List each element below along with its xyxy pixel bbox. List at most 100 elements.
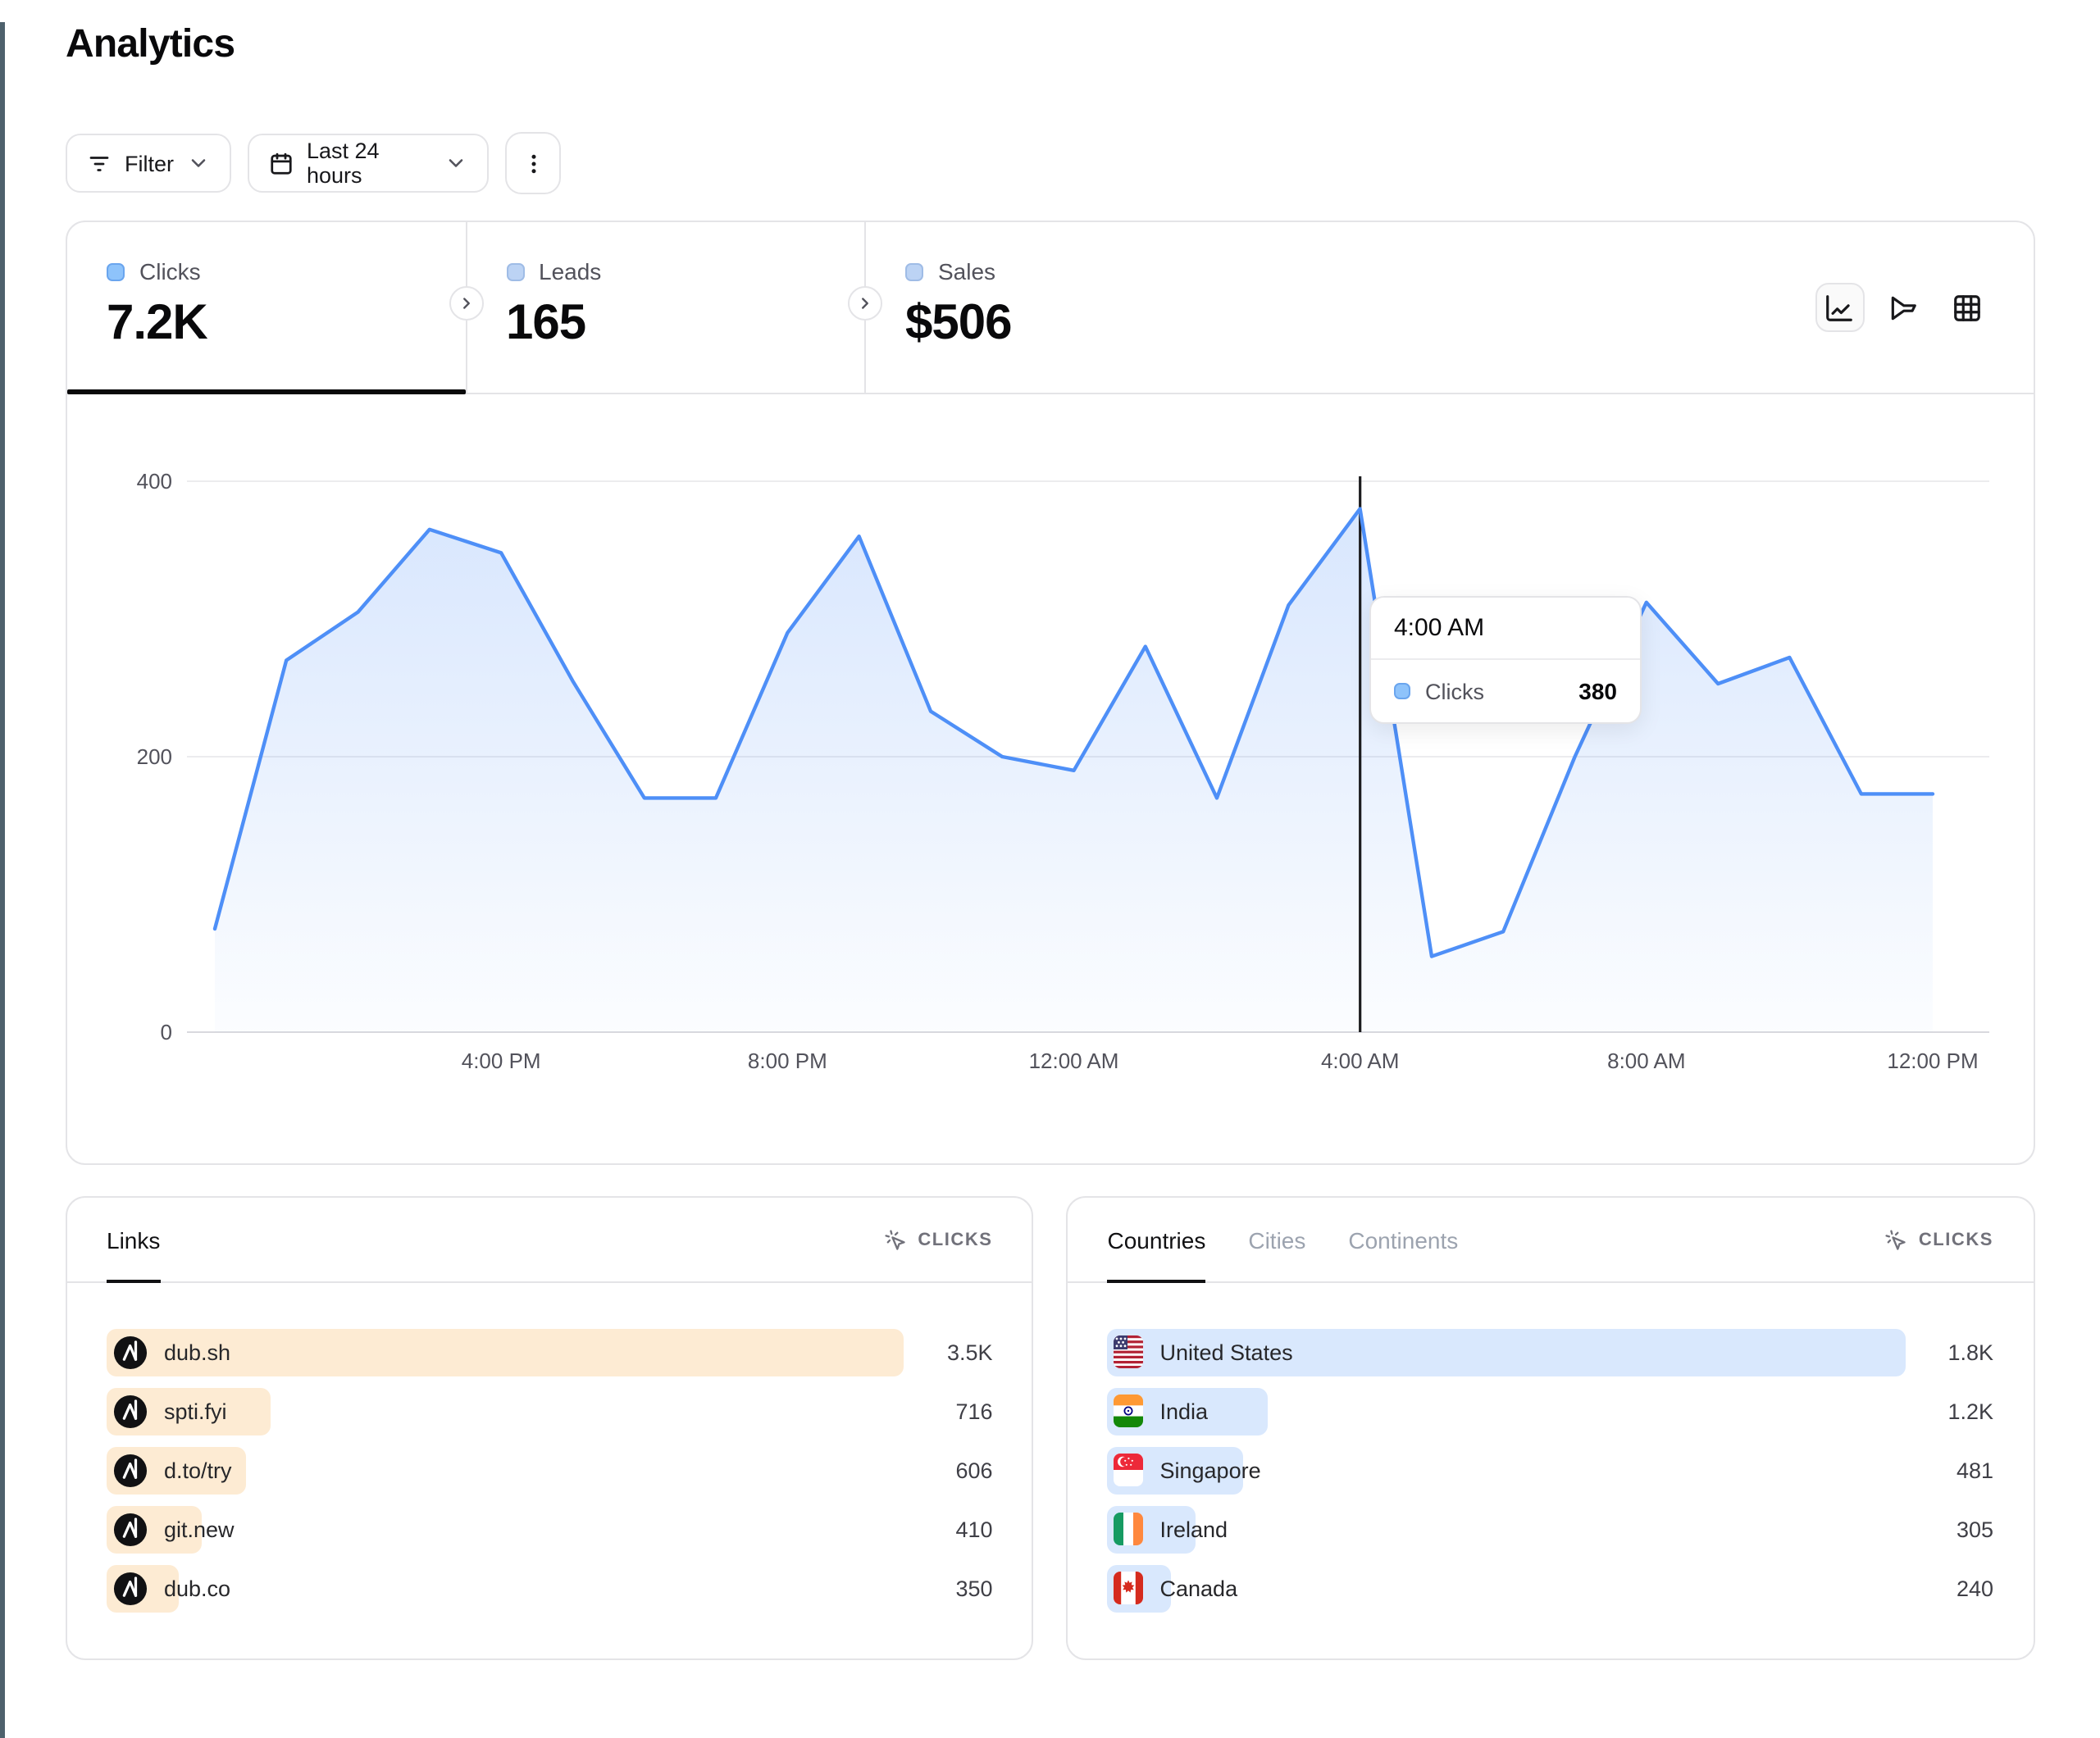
cursor-click-icon	[884, 1229, 905, 1249]
us-flag-icon	[1114, 1335, 1144, 1369]
leads-tab-value: 165	[506, 296, 586, 350]
line-chart-view-button[interactable]	[1815, 283, 1864, 332]
date-range-label: Last 24 hours	[307, 139, 380, 188]
country-row[interactable]: Canada 240	[1107, 1565, 1993, 1612]
tab-links[interactable]: Links	[107, 1198, 160, 1283]
expand-clicks-button[interactable]	[449, 286, 483, 321]
page-title: Analytics	[66, 22, 235, 66]
tab-sales[interactable]: Sales $506	[866, 222, 2033, 393]
analytics-chart-card: Clicks 7.2K Leads 165	[66, 221, 2034, 1165]
svg-text:4:00 PM: 4:00 PM	[462, 1049, 541, 1073]
row-label: git.new	[164, 1517, 235, 1542]
tab-leads[interactable]: Leads 165	[467, 222, 882, 393]
calendar-icon	[269, 151, 294, 175]
filter-button-label: Filter	[125, 151, 174, 175]
links-panel: Links CLICKS dub.sh 3.5K spti.fyi 716 d.to/t…	[66, 1196, 1034, 1659]
tooltip-series-value: 380	[1578, 678, 1617, 704]
chart-view-switcher	[1815, 283, 1992, 332]
svg-text:0: 0	[161, 1020, 172, 1044]
country-row[interactable]: India 1.2K	[1107, 1388, 1993, 1435]
row-label: Singapore	[1159, 1458, 1261, 1483]
row-value: 1.2K	[1947, 1399, 1993, 1424]
dub-logo-icon	[113, 1513, 148, 1546]
svg-text:200: 200	[137, 744, 172, 769]
sales-tab-value: $506	[905, 296, 1012, 350]
links-metric-label: CLICKS	[918, 1230, 993, 1249]
link-row[interactable]: git.new 410	[107, 1506, 993, 1553]
chevron-down-icon	[444, 152, 467, 175]
date-range-button[interactable]: Last 24 hours	[248, 134, 489, 193]
geo-panel: Countries Cities Continents CLICKS Unite…	[1066, 1196, 2034, 1659]
tab-clicks[interactable]: Clicks 7.2K	[67, 222, 483, 394]
svg-text:8:00 PM: 8:00 PM	[748, 1049, 827, 1073]
row-value: 716	[955, 1399, 993, 1424]
ireland-flag-icon	[1114, 1513, 1144, 1546]
country-row[interactable]: Ireland 305	[1107, 1506, 1993, 1553]
clicks-tab-label: Clicks	[139, 258, 201, 284]
svg-text:12:00 PM: 12:00 PM	[1887, 1049, 1978, 1073]
row-label: Canada	[1159, 1576, 1238, 1601]
bar-fill	[107, 1329, 904, 1376]
country-row[interactable]: Singapore 481	[1107, 1447, 1993, 1494]
link-row[interactable]: d.to/try 606	[107, 1447, 993, 1494]
row-value: 3.5K	[946, 1340, 993, 1365]
analytics-page: Analytics Filter Last 24 hours	[0, 22, 2100, 1738]
links-metric-toggle[interactable]: CLICKS	[883, 1198, 992, 1281]
row-value: 240	[1956, 1576, 1993, 1601]
tab-continents[interactable]: Continents	[1348, 1226, 1459, 1253]
expand-leads-button[interactable]	[848, 286, 882, 321]
row-value: 305	[1956, 1517, 1993, 1542]
clicks-area-chart[interactable]: 0 200 400 4:00 PM 8:00 PM 12:00 AM 4:00 AM 8:00…	[67, 394, 2033, 1165]
line-chart-icon	[1826, 294, 1852, 321]
row-label: Ireland	[1159, 1517, 1228, 1542]
row-label: spti.fyi	[164, 1399, 227, 1424]
leads-tab-label: Leads	[539, 258, 602, 284]
filter-button[interactable]: Filter	[66, 134, 231, 193]
more-options-button[interactable]	[505, 132, 561, 194]
tooltip-time: 4:00 AM	[1371, 598, 1640, 660]
chevron-down-icon	[187, 152, 210, 175]
sales-legend-swatch	[905, 262, 923, 280]
chart-tooltip: 4:00 AM Clicks 380	[1369, 596, 1642, 724]
geo-metric-toggle[interactable]: CLICKS	[1884, 1198, 1993, 1281]
grid-table-icon	[1954, 294, 1980, 321]
row-label: d.to/try	[164, 1458, 232, 1483]
sales-tab-label: Sales	[938, 258, 996, 284]
row-label: India	[1159, 1399, 1209, 1424]
row-value: 410	[955, 1517, 993, 1542]
stat-tabs: Clicks 7.2K Leads 165	[67, 222, 2033, 394]
row-label: dub.co	[164, 1576, 231, 1601]
svg-text:8:00 AM: 8:00 AM	[1607, 1049, 1685, 1073]
row-value: 1.8K	[1947, 1340, 1993, 1365]
canada-flag-icon	[1114, 1572, 1144, 1605]
tooltip-series-swatch	[1394, 683, 1410, 699]
window-edge-strip	[0, 22, 4, 1738]
dub-logo-icon	[113, 1454, 148, 1487]
tab-cities[interactable]: Cities	[1248, 1226, 1306, 1253]
row-value: 481	[1956, 1458, 1993, 1483]
table-view-button[interactable]	[1943, 283, 1992, 332]
links-list: dub.sh 3.5K spti.fyi 716 d.to/try 606 git.new 4…	[67, 1283, 1032, 1651]
link-row[interactable]: dub.sh 3.5K	[107, 1329, 993, 1376]
dub-logo-icon	[113, 1572, 148, 1605]
clicks-tab-value: 7.2K	[107, 296, 208, 350]
link-row[interactable]: dub.co 350	[107, 1565, 993, 1612]
row-value: 350	[955, 1576, 993, 1601]
india-flag-icon	[1114, 1394, 1144, 1428]
cursor-click-icon	[1885, 1229, 1906, 1249]
filter-icon	[87, 151, 112, 175]
svg-text:400: 400	[137, 469, 172, 494]
row-label: United States	[1159, 1340, 1293, 1365]
funnel-view-button[interactable]	[1879, 283, 1928, 332]
link-row[interactable]: spti.fyi 716	[107, 1388, 993, 1435]
leads-legend-swatch	[506, 262, 524, 280]
dub-logo-icon	[113, 1394, 148, 1428]
geo-metric-label: CLICKS	[1918, 1230, 1993, 1249]
country-row[interactable]: United States 1.8K	[1107, 1329, 1993, 1376]
chart-canvas: 0 200 400 4:00 PM 8:00 PM 12:00 AM 4:00 AM 8:00…	[137, 469, 1989, 1073]
svg-text:4:00 AM: 4:00 AM	[1321, 1049, 1399, 1073]
toolbar: Filter Last 24 hours	[66, 132, 2034, 194]
countries-list: United States 1.8K India 1.2K Singapore 481 Ir…	[1068, 1283, 2034, 1651]
tooltip-series-label: Clicks	[1425, 679, 1484, 703]
tab-countries[interactable]: Countries	[1107, 1198, 1205, 1283]
